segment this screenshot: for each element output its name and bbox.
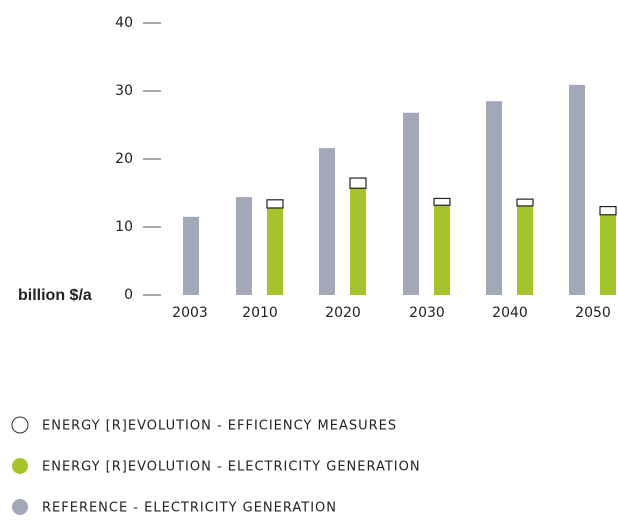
bar <box>433 197 451 206</box>
bar <box>516 198 534 207</box>
bar <box>599 206 617 216</box>
x-tick-label: 2050 <box>575 305 611 321</box>
bar <box>486 101 502 295</box>
x-tick-label: 2020 <box>325 305 361 321</box>
bar <box>600 214 616 295</box>
bar <box>266 199 284 209</box>
bar <box>434 205 450 295</box>
bar <box>403 112 419 295</box>
legend-label: ENERGY [R]EVOLUTION - EFFICIENCY MEASURE… <box>42 419 397 434</box>
y-tick-label: 20 <box>115 151 133 167</box>
bar <box>517 205 533 295</box>
y-tick-label: 10 <box>115 219 133 235</box>
legend-label: ENERGY [R]EVOLUTION - ELECTRICITY GENERA… <box>42 460 421 475</box>
bar <box>350 188 366 295</box>
legend-swatch <box>12 458 28 474</box>
x-tick-label: 2010 <box>242 305 278 321</box>
bar <box>267 207 283 295</box>
bar <box>183 216 199 295</box>
x-tick-label: 2040 <box>492 305 528 321</box>
bar <box>236 197 252 295</box>
bar <box>349 177 367 189</box>
y-tick-label: 30 <box>115 83 133 99</box>
legend-swatch <box>11 416 29 434</box>
y-tick-label: 0 <box>124 287 133 303</box>
bar <box>569 84 585 295</box>
x-tick-label: 2030 <box>409 305 445 321</box>
legend-label: REFERENCE - ELECTRICITY GENERATION <box>42 501 337 516</box>
y-axis-label: billion $/a <box>18 287 92 304</box>
legend-swatch <box>12 499 28 515</box>
x-tick-label: 2003 <box>172 305 208 321</box>
bar <box>319 148 335 295</box>
y-tick-label: 40 <box>115 15 133 31</box>
